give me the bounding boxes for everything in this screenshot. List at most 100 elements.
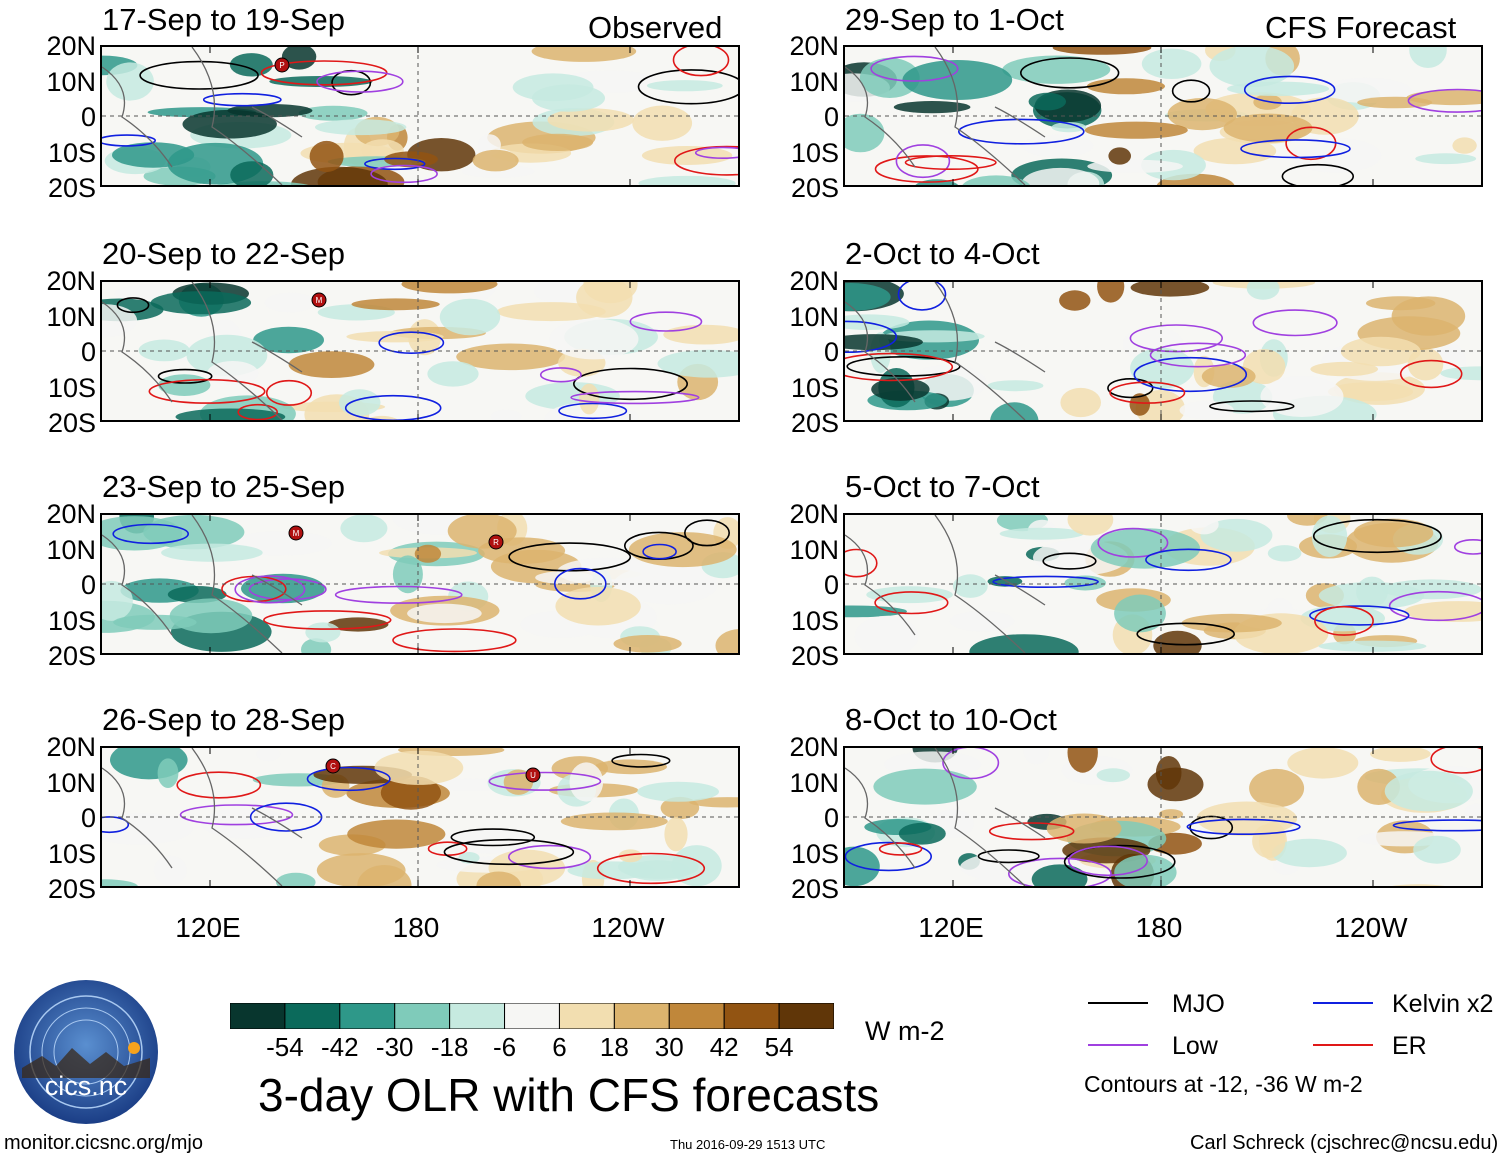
olr-anomaly-blob	[401, 282, 498, 294]
olr-anomaly-field	[845, 47, 1481, 185]
y-tick-label: 10S	[790, 605, 839, 636]
olr-anomaly-blob	[1318, 582, 1425, 610]
y-tick-label: 20S	[790, 173, 839, 203]
olr-anomaly-blob	[1201, 364, 1256, 388]
olr-anomaly-blob	[1051, 122, 1087, 133]
coastline	[102, 515, 303, 653]
colorbar-swatch	[723, 1003, 780, 1029]
olr-anomaly-blob	[845, 605, 907, 618]
olr-anomaly-blob	[660, 796, 700, 820]
contour-line	[988, 822, 1075, 841]
legend-line-er	[1313, 1044, 1373, 1046]
olr-anomaly-blob	[952, 574, 988, 598]
olr-anomaly-blob	[641, 146, 733, 165]
colorbar-swatch	[284, 1003, 341, 1029]
y-tick-label: 10S	[790, 838, 839, 869]
olr-anomaly-blob	[1141, 48, 1202, 79]
storm-marker-label: R	[493, 538, 499, 547]
contour-line	[942, 748, 1000, 780]
olr-anomaly-blob	[1067, 748, 1098, 773]
olr-anomaly-blob	[1209, 47, 1295, 88]
contour-line	[1281, 163, 1354, 185]
olr-anomaly-blob	[1167, 98, 1237, 131]
x-tick-label: 120E	[175, 912, 241, 943]
olr-anomaly-blob	[169, 598, 253, 634]
olr-anomaly-blob	[456, 343, 566, 371]
contour-line	[1189, 815, 1234, 840]
y-tick-label: 20S	[47, 641, 96, 671]
storm-marker-label: M	[316, 296, 323, 305]
colorbar-tick-label: 18	[599, 1032, 629, 1062]
olr-anomaly-blob	[522, 133, 594, 151]
y-tick-label: 10S	[790, 137, 839, 168]
olr-anomaly-blob	[1135, 390, 1185, 420]
colorbar-swatch	[558, 1003, 615, 1029]
contour-line	[642, 543, 677, 560]
olr-anomaly-blob	[1097, 282, 1125, 303]
olr-panel: P	[100, 45, 740, 187]
olr-anomaly-blob	[845, 334, 923, 351]
olr-anomaly-blob	[1158, 809, 1184, 820]
contour-line	[139, 60, 259, 90]
olr-anomaly-blob	[1260, 376, 1344, 417]
olr-anomaly-blob	[999, 527, 1084, 540]
contour-line	[1068, 845, 1149, 877]
contour-line	[1129, 324, 1223, 353]
olr-anomaly-blob	[1311, 515, 1348, 558]
olr-anomaly-blob	[157, 758, 179, 788]
contour-line	[611, 753, 671, 768]
olr-anomaly-blob	[347, 819, 446, 849]
contour-line	[553, 567, 607, 600]
olr-anomaly-blob	[671, 845, 722, 886]
contour-line	[508, 844, 592, 870]
contour-line	[1240, 139, 1351, 159]
olr-anomaly-blob	[316, 853, 406, 886]
observed-label: Observed	[588, 10, 723, 45]
contour-line	[316, 70, 404, 93]
olr-anomaly-field	[102, 515, 738, 653]
olr-anomaly-blob	[1366, 296, 1436, 311]
olr-anomaly-blob	[256, 748, 281, 762]
contour-line	[683, 519, 730, 547]
legend-line-kelvin	[1313, 1002, 1373, 1004]
olr-anomaly-blob	[1340, 336, 1421, 367]
y-tick-label: 20N	[789, 499, 839, 529]
olr-anomaly-blob	[138, 339, 190, 362]
olr-anomaly-blob	[438, 829, 539, 854]
y-tick-label: 20S	[790, 641, 839, 671]
y-tick-label: 0	[823, 803, 839, 833]
olr-anomaly-blob	[1440, 366, 1481, 381]
contour-line	[977, 849, 1040, 864]
olr-anomaly-blob	[657, 349, 738, 378]
olr-anomaly-blob	[1052, 47, 1152, 55]
olr-anomaly-blob	[182, 109, 277, 139]
legend-line-mjo	[1088, 1002, 1148, 1004]
contour-line	[378, 331, 445, 355]
olr-anomaly-blob	[150, 291, 252, 315]
olr-anomaly-blob	[175, 408, 286, 420]
olr-anomaly-blob	[1067, 515, 1114, 536]
wave-contours	[845, 282, 1463, 413]
footer-url: monitor.cicsnc.org/mjo	[4, 1132, 203, 1154]
coastline	[102, 47, 303, 185]
y-tick-label: 20N	[789, 31, 839, 61]
olr-anomaly-blob	[968, 874, 1047, 886]
y-tick-label: 0	[823, 102, 839, 132]
panel-title: 17-Sep to 19-Sep	[102, 2, 346, 37]
olr-anomaly-blob	[663, 324, 738, 345]
olr-anomaly-blob	[1090, 528, 1201, 569]
storm-marker-label: U	[530, 771, 536, 780]
olr-anomaly-blob	[351, 298, 440, 311]
olr-anomaly-blob	[1189, 515, 1219, 535]
olr-anomaly-blob	[1031, 864, 1088, 886]
y-tick-label: 10S	[790, 372, 839, 403]
olr-anomaly-blob	[374, 750, 464, 785]
olr-anomaly-blob	[531, 47, 637, 62]
panel-title: 26-Sep to 28-Sep	[102, 702, 346, 737]
olr-anomaly-blob	[969, 634, 1079, 653]
contour-line	[1019, 57, 1120, 89]
olr-anomaly-blob	[1002, 55, 1111, 84]
y-tick-label: 10N	[789, 767, 839, 798]
olr-anomaly-blob	[638, 175, 736, 185]
